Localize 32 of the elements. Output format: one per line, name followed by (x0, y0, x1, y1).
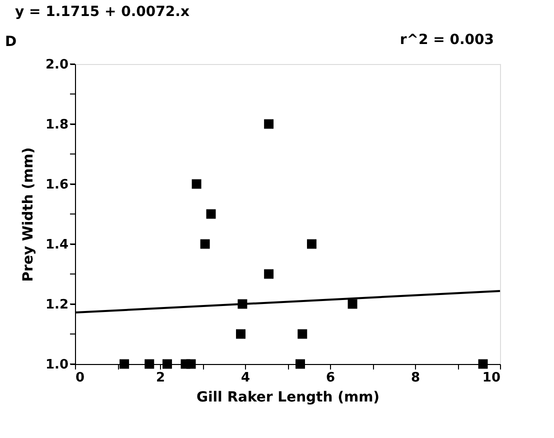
point (200, 239, 210, 249)
x-tick-label: 8 (410, 370, 420, 386)
point (264, 269, 274, 279)
point (236, 329, 246, 339)
y-axis-title: Prey Width (mm) (20, 147, 36, 282)
point (206, 209, 216, 219)
y-tick-label: 1.8 (45, 118, 68, 132)
x-tick-label: 4 (240, 370, 250, 386)
x-tick-label: 0 (76, 370, 85, 386)
chart-title: y = 1.1715 + 0.0072.x (15, 4, 190, 20)
point (120, 359, 130, 369)
point (306, 239, 316, 249)
text: r^2 = 0.003 (400, 32, 494, 48)
point (296, 359, 305, 369)
text: D (5, 34, 17, 50)
point (162, 359, 172, 369)
x-axis-title: Gill Raker Length (mm) (196, 390, 380, 406)
y-tick-label: 2.0 (45, 58, 68, 72)
point (478, 359, 488, 369)
y-tick-label: 1.4 (45, 238, 68, 252)
point (144, 359, 154, 369)
y-tick-label: 1.6 (45, 178, 68, 192)
x-tick-label: 2 (156, 370, 166, 386)
x-tick-label: 6 (326, 370, 336, 386)
y-tick-label: 1.2 (45, 298, 68, 312)
point (186, 359, 196, 369)
point (192, 179, 202, 189)
point (348, 299, 358, 309)
point (264, 119, 274, 129)
point (298, 329, 308, 339)
x-tick-label: 10 (482, 370, 500, 386)
y-tick-label: 1.0 (45, 358, 68, 372)
